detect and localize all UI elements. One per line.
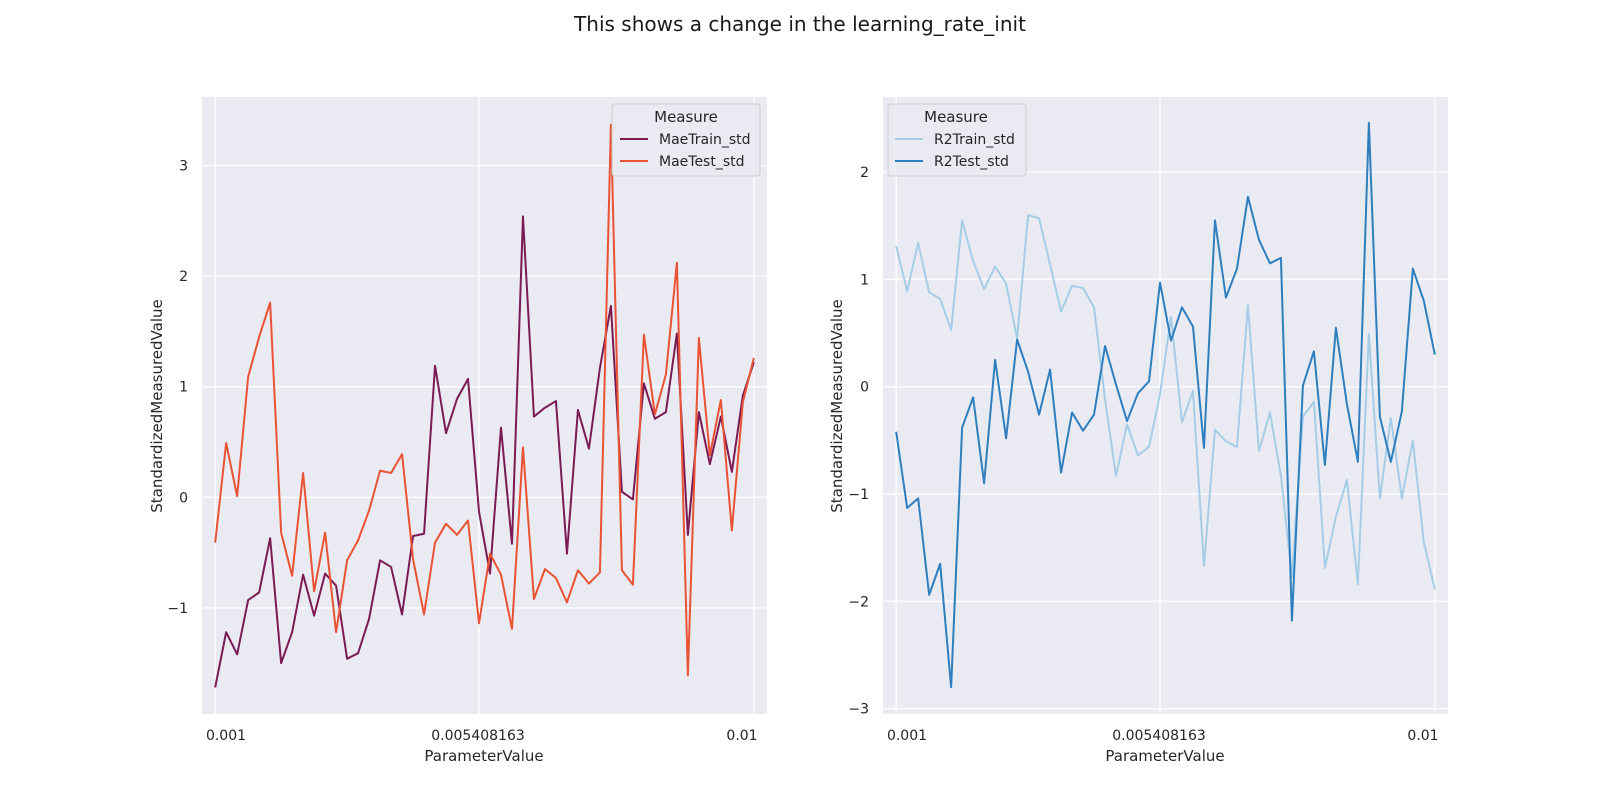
- right-y-axis-label: StandardizedMeasuredValue: [828, 299, 846, 513]
- y-tick-label: 3: [179, 159, 188, 175]
- left-x-tick-labels: 0.001 0.005408163 0.01: [206, 728, 758, 744]
- y-tick-label: −1: [848, 487, 869, 503]
- x-tick-label: 0.005408163: [431, 728, 525, 744]
- right-series-lines: [895, 121, 1436, 689]
- left-y-tick-labels: −1 0 1 2 3: [167, 159, 188, 617]
- left-y-axis-label: StandardizedMeasuredValue: [148, 299, 166, 513]
- x-tick-label: 0.001: [887, 728, 927, 744]
- y-tick-label: 1: [860, 272, 869, 288]
- right-subplot: 0.001 0.005408163 0.01 −3 −2 −1 0 1 2 Paramet…: [828, 97, 1448, 765]
- y-tick-label: −1: [167, 601, 188, 617]
- y-tick-label: −3: [848, 702, 869, 718]
- x-tick-label: 0.001: [206, 728, 246, 744]
- legend-box: [611, 103, 761, 177]
- y-tick-label: 0: [179, 490, 188, 506]
- right-x-axis-label: ParameterValue: [1105, 747, 1224, 765]
- left-series-lines: [214, 123, 755, 688]
- legend-title: Measure: [654, 108, 718, 126]
- series-line-r2train: [895, 214, 1436, 590]
- series-line-maetest: [214, 123, 755, 677]
- right-plot-background: [883, 97, 1448, 714]
- right-y-tick-labels: −3 −2 −1 0 1 2: [848, 165, 869, 718]
- figure-title: This shows a change in the learning_rate…: [573, 12, 1026, 36]
- y-tick-label: −2: [848, 594, 869, 610]
- x-tick-label: 0.005408163: [1112, 728, 1206, 744]
- y-tick-label: 2: [179, 269, 188, 285]
- series-line-maetrain: [214, 215, 755, 688]
- left-plot-background: [202, 97, 767, 714]
- y-tick-label: 1: [179, 380, 188, 396]
- legend-label-r2train: R2Train_std: [934, 132, 1015, 148]
- legend-label-maetest: MaeTest_std: [659, 154, 745, 170]
- legend-label-maetrain: MaeTrain_std: [659, 132, 751, 148]
- y-tick-label: 0: [860, 380, 869, 396]
- series-line-r2test: [895, 121, 1436, 689]
- right-legend: Measure R2Train_std R2Test_std: [887, 103, 1027, 177]
- x-tick-label: 0.01: [1407, 728, 1438, 744]
- x-tick-label: 0.01: [726, 728, 757, 744]
- legend-title: Measure: [924, 108, 988, 126]
- right-x-tick-labels: 0.001 0.005408163 0.01: [887, 728, 1439, 744]
- y-tick-label: 2: [860, 165, 869, 181]
- left-x-axis-label: ParameterValue: [424, 747, 543, 765]
- legend-label-r2test: R2Test_std: [934, 154, 1009, 170]
- left-legend: Measure MaeTrain_std MaeTest_std: [611, 103, 761, 177]
- legend-box: [887, 103, 1027, 177]
- left-subplot: 0.001 0.005408163 0.01 −1 0 1 2 3 ParameterV…: [148, 97, 767, 765]
